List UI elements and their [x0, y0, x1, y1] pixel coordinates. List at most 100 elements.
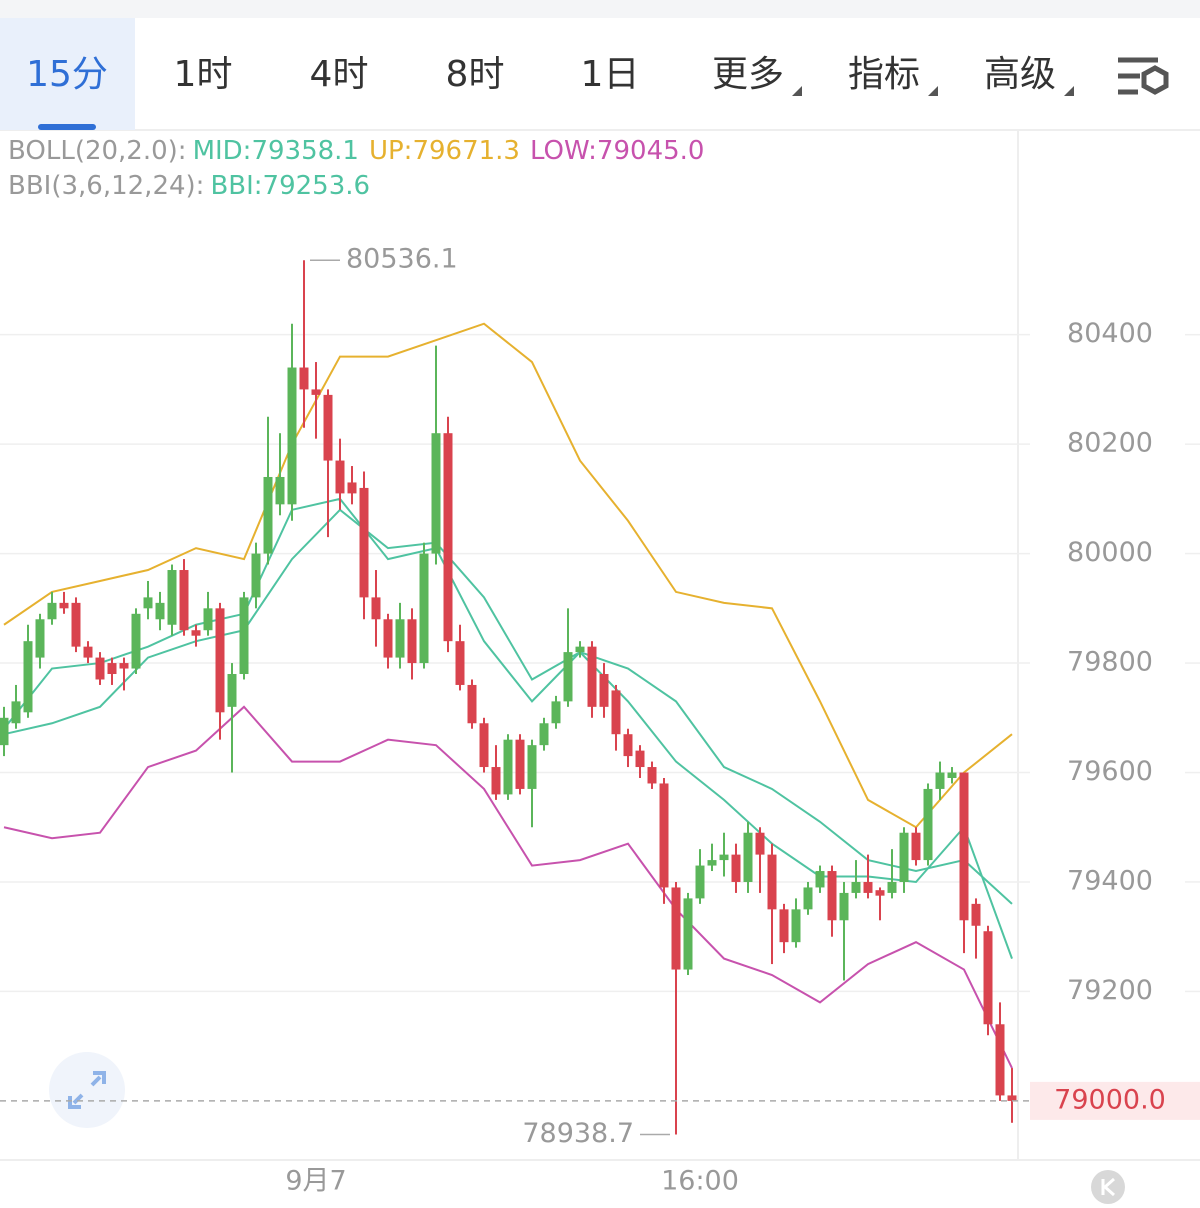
- zoom-icon: [68, 1071, 106, 1109]
- y-tick-label: 80000: [1067, 537, 1153, 568]
- candle-body: [203, 608, 213, 631]
- candle-body: [359, 487, 369, 598]
- candle-body: [383, 619, 393, 658]
- candle-body: [287, 367, 297, 505]
- candle-body: [827, 871, 837, 921]
- candle-body: [815, 871, 825, 888]
- candle-body: [191, 630, 201, 636]
- candle-body: [767, 854, 777, 910]
- candle-body: [851, 881, 861, 893]
- candle-body: [695, 865, 705, 899]
- candle-body: [107, 663, 117, 675]
- tab[interactable]: 1日: [581, 54, 640, 95]
- last-price-label: 79000.0: [1054, 1084, 1166, 1115]
- tab-bar: [0, 18, 1200, 130]
- candle-body: [983, 931, 993, 1025]
- candle-body: [839, 892, 849, 921]
- candle-body: [527, 745, 537, 789]
- dropdown-caret: [792, 86, 802, 96]
- icon-stroke: [93, 1071, 106, 1084]
- icon-stroke: [90, 1075, 102, 1087]
- candle-body: [47, 602, 57, 620]
- candle-body: [299, 367, 309, 390]
- candle-body: [959, 772, 969, 921]
- candle-body: [371, 597, 381, 620]
- indicator-line: [3, 322, 1013, 829]
- candle-body: [503, 739, 513, 795]
- candle-body: [719, 854, 729, 861]
- candle-body: [251, 553, 261, 598]
- active-tab-bg: [0, 18, 135, 130]
- indicator-value: LOW:79045.0: [530, 136, 704, 166]
- candle-body: [551, 701, 561, 724]
- candle-body: [11, 701, 21, 724]
- y-tick-label: 79400: [1067, 865, 1153, 896]
- zoom-button[interactable]: [49, 1052, 125, 1128]
- x-tick-label: 16:00: [661, 1166, 739, 1197]
- candle-body: [227, 674, 237, 707]
- x-tick-label: 9月7: [285, 1166, 346, 1197]
- tab[interactable]: 8时: [446, 54, 505, 95]
- candle-body: [515, 739, 525, 789]
- candle-body: [659, 783, 669, 888]
- candle-body: [863, 881, 873, 893]
- candle-body: [335, 460, 345, 494]
- candle-body: [131, 613, 141, 669]
- candle-body: [407, 619, 417, 664]
- candle-body: [347, 482, 357, 494]
- candle-body: [35, 619, 45, 658]
- candle-body: [587, 646, 597, 707]
- tab[interactable]: 1时: [174, 54, 233, 95]
- y-tick-label: 79200: [1067, 975, 1153, 1006]
- candle-body: [1007, 1095, 1017, 1101]
- candle-body: [95, 657, 105, 680]
- candle-body: [539, 723, 549, 746]
- candle-body: [443, 433, 453, 642]
- candle-body: [455, 641, 465, 685]
- candle-body: [947, 772, 957, 778]
- candle-body: [0, 717, 9, 746]
- candle-body: [167, 570, 177, 625]
- candle-body: [215, 608, 225, 713]
- candle-body: [923, 788, 933, 861]
- icon-hex: [1141, 65, 1169, 95]
- candle-body: [479, 723, 489, 768]
- candle-body: [683, 898, 693, 970]
- candle-body: [239, 597, 249, 675]
- indicator-line: [3, 705, 1013, 1069]
- candle-body: [671, 887, 681, 970]
- tab[interactable]: 15分: [26, 54, 108, 95]
- indicator-line: [3, 508, 1013, 905]
- max-label: 80536.1: [346, 244, 458, 275]
- candle-body: [791, 909, 801, 943]
- candle-body: [311, 389, 321, 395]
- candle-body: [563, 652, 573, 702]
- candle-body: [179, 570, 189, 631]
- candle-body: [23, 641, 33, 713]
- candle-body: [623, 734, 633, 757]
- candle-body: [911, 832, 921, 861]
- candle-body: [755, 832, 765, 855]
- indicator-value: MID:79358.1: [193, 136, 359, 166]
- status-strip: [0, 0, 1200, 18]
- candle-body: [599, 674, 609, 707]
- dropdown-caret: [1064, 86, 1074, 96]
- candle-body: [779, 909, 789, 943]
- settings-icon[interactable]: [1118, 57, 1169, 95]
- kline-button[interactable]: [1091, 1170, 1125, 1204]
- candle-body: [575, 646, 585, 653]
- indicator-legend: BOLL(20,2.0): MID:79358.1 UP:79671.3 LOW:79…: [8, 136, 704, 166]
- tab[interactable]: 指标: [848, 54, 920, 95]
- icon-stroke: [72, 1093, 84, 1105]
- tab[interactable]: 高级: [984, 54, 1056, 95]
- candle-body: [491, 767, 501, 795]
- tab[interactable]: 更多: [712, 54, 784, 95]
- candle-body: [419, 553, 429, 664]
- candle-body: [647, 767, 657, 784]
- y-tick-label: 79800: [1067, 647, 1153, 678]
- tab[interactable]: 4时: [310, 54, 369, 95]
- candle-body: [275, 476, 285, 505]
- y-tick-label: 80400: [1067, 318, 1153, 349]
